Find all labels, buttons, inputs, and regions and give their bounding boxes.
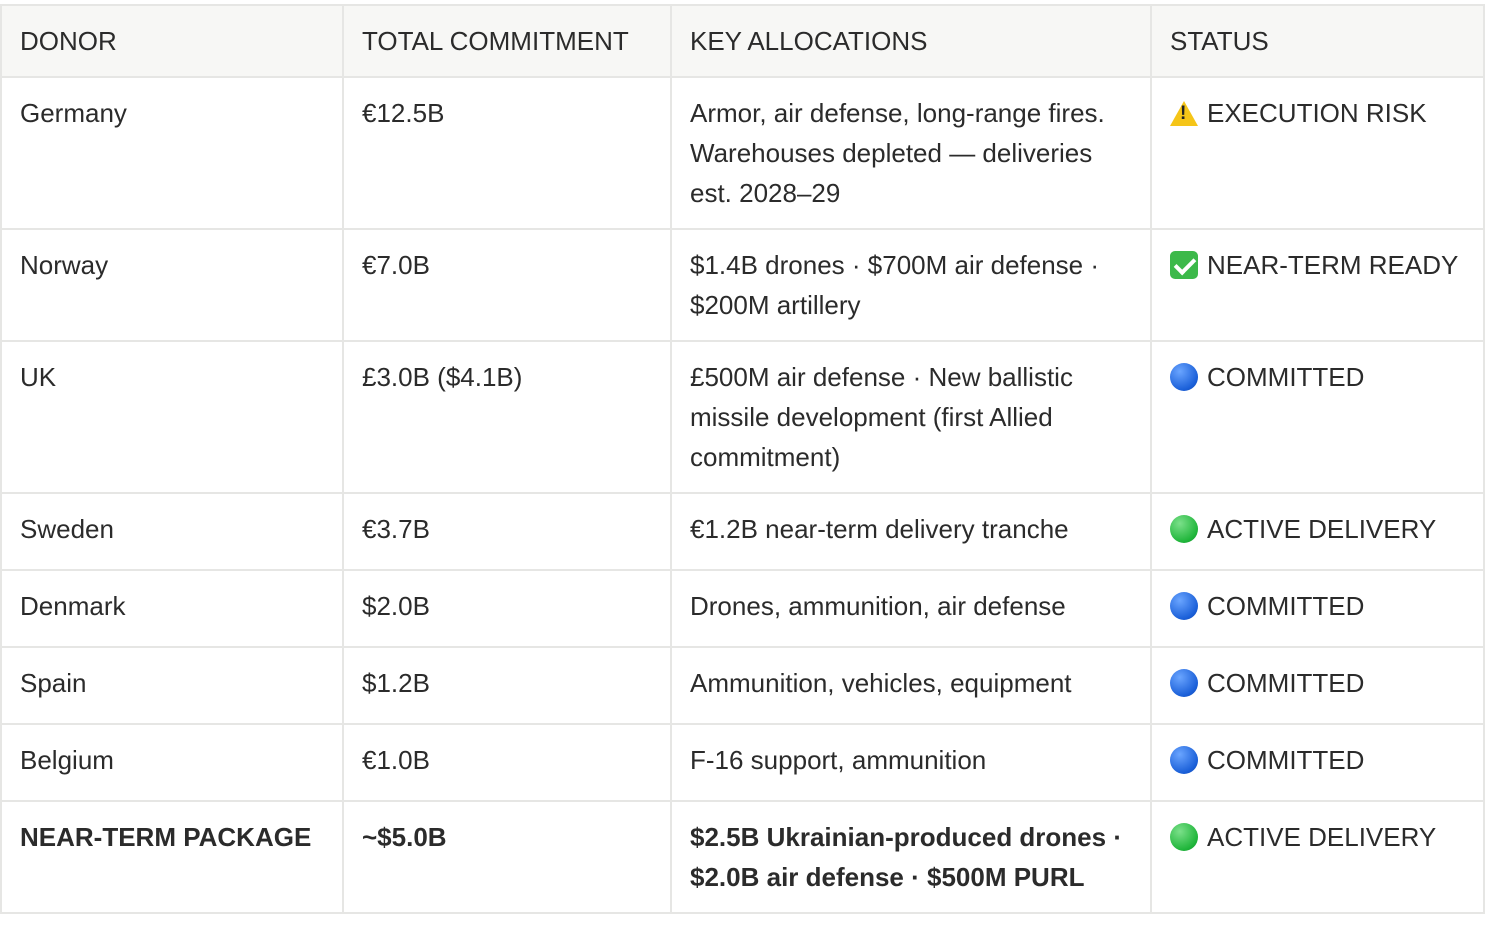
status-cell: COMMITTED bbox=[1150, 723, 1485, 802]
status-cell: ACTIVE DELIVERY bbox=[1150, 800, 1485, 914]
table-row: Germany €12.5B Armor, air defense, long-… bbox=[0, 76, 1485, 230]
table-row: Sweden €3.7B €1.2B near-term delivery tr… bbox=[0, 492, 1485, 571]
status-badge: ACTIVE DELIVERY bbox=[1170, 817, 1436, 857]
donor-cell: Belgium bbox=[0, 723, 344, 802]
total-cell: €12.5B bbox=[342, 76, 672, 230]
table-row: Denmark $2.0B Drones, ammunition, air de… bbox=[0, 569, 1485, 648]
donor-cell: Sweden bbox=[0, 492, 344, 571]
total-cell: €3.7B bbox=[342, 492, 672, 571]
header-donor: DONOR bbox=[0, 4, 344, 78]
donor-cell: NEAR-TERM PACKAGE bbox=[0, 800, 344, 914]
total-cell: £3.0B ($4.1B) bbox=[342, 340, 672, 494]
allocations-cell: Drones, ammunition, air defense bbox=[670, 569, 1152, 648]
allocations-cell: F-16 support, ammunition bbox=[670, 723, 1152, 802]
donor-cell: Germany bbox=[0, 76, 344, 230]
total-cell: ~$5.0B bbox=[342, 800, 672, 914]
allocations-cell: Armor, air defense, long-range fires. Wa… bbox=[670, 76, 1152, 230]
total-cell: $1.2B bbox=[342, 646, 672, 725]
table-row: Norway €7.0B $1.4B drones · $700M air de… bbox=[0, 228, 1485, 342]
status-label: ACTIVE DELIVERY bbox=[1207, 822, 1437, 852]
allocations-cell: €1.2B near-term delivery tranche bbox=[670, 492, 1152, 571]
status-label: COMMITTED bbox=[1207, 591, 1365, 621]
total-cell: €1.0B bbox=[342, 723, 672, 802]
total-cell: $2.0B bbox=[342, 569, 672, 648]
donor-cell: Denmark bbox=[0, 569, 344, 648]
status-cell: COMMITTED bbox=[1150, 340, 1485, 494]
status-label: EXECUTION RISK bbox=[1207, 98, 1427, 128]
blue-circle-icon bbox=[1170, 363, 1198, 391]
status-badge: COMMITTED bbox=[1170, 663, 1364, 703]
blue-circle-icon bbox=[1170, 592, 1198, 620]
donor-commitments-table: DONOR TOTAL COMMITMENT KEY ALLOCATIONS S… bbox=[0, 4, 1485, 914]
table-body: Germany €12.5B Armor, air defense, long-… bbox=[0, 76, 1485, 914]
status-badge: COMMITTED bbox=[1170, 740, 1364, 780]
status-badge: NEAR-TERM READY bbox=[1170, 245, 1458, 285]
table-header: DONOR TOTAL COMMITMENT KEY ALLOCATIONS S… bbox=[0, 4, 1485, 78]
blue-circle-icon bbox=[1170, 669, 1198, 697]
warning-icon bbox=[1170, 100, 1198, 126]
status-label: NEAR-TERM READY bbox=[1207, 250, 1459, 280]
donor-cell: UK bbox=[0, 340, 344, 494]
status-cell: EXECUTION RISK bbox=[1150, 76, 1485, 230]
status-cell: ACTIVE DELIVERY bbox=[1150, 492, 1485, 571]
total-cell: €7.0B bbox=[342, 228, 672, 342]
header-key-allocations: KEY ALLOCATIONS bbox=[670, 4, 1152, 78]
status-label: COMMITTED bbox=[1207, 362, 1365, 392]
status-badge: EXECUTION RISK bbox=[1170, 93, 1427, 133]
table-row-summary: NEAR-TERM PACKAGE ~$5.0B $2.5B Ukrainian… bbox=[0, 800, 1485, 914]
allocations-cell: Ammunition, vehicles, equipment bbox=[670, 646, 1152, 725]
table-row: UK £3.0B ($4.1B) £500M air defense · New… bbox=[0, 340, 1485, 494]
status-badge: COMMITTED bbox=[1170, 357, 1364, 397]
header-row: DONOR TOTAL COMMITMENT KEY ALLOCATIONS S… bbox=[0, 4, 1485, 78]
donor-cell: Spain bbox=[0, 646, 344, 725]
allocations-cell: $1.4B drones · $700M air defense · $200M… bbox=[670, 228, 1152, 342]
green-circle-icon bbox=[1170, 823, 1198, 851]
table-row: Belgium €1.0B F-16 support, ammunition C… bbox=[0, 723, 1485, 802]
status-label: COMMITTED bbox=[1207, 745, 1365, 775]
status-cell: COMMITTED bbox=[1150, 569, 1485, 648]
table-row: Spain $1.2B Ammunition, vehicles, equipm… bbox=[0, 646, 1485, 725]
green-circle-icon bbox=[1170, 515, 1198, 543]
header-status: STATUS bbox=[1150, 4, 1485, 78]
status-label: ACTIVE DELIVERY bbox=[1207, 514, 1437, 544]
status-label: COMMITTED bbox=[1207, 668, 1365, 698]
allocations-cell: £500M air defense · New ballistic missil… bbox=[670, 340, 1152, 494]
header-total-commitment: TOTAL COMMITMENT bbox=[342, 4, 672, 78]
status-badge: ACTIVE DELIVERY bbox=[1170, 509, 1436, 549]
check-box-icon bbox=[1170, 251, 1198, 279]
status-cell: NEAR-TERM READY bbox=[1150, 228, 1485, 342]
donor-cell: Norway bbox=[0, 228, 344, 342]
blue-circle-icon bbox=[1170, 746, 1198, 774]
status-badge: COMMITTED bbox=[1170, 586, 1364, 626]
allocations-cell: $2.5B Ukrainian-produced drones · $2.0B … bbox=[670, 800, 1152, 914]
status-cell: COMMITTED bbox=[1150, 646, 1485, 725]
